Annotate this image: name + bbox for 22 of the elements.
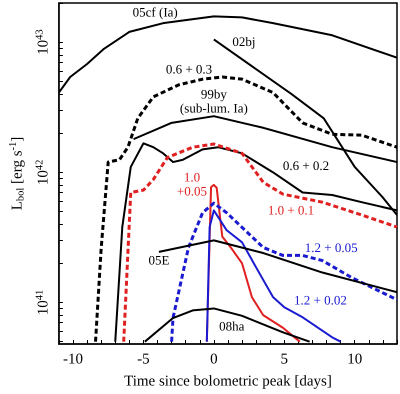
x-axis-title: Time since bolometric peak [days] [124, 374, 332, 390]
series-label: 1.2 + 0.02 [294, 292, 347, 308]
series-label: 05E [148, 252, 170, 268]
y-tick-label: 1042 [34, 160, 52, 186]
series-label: 08ha [219, 318, 245, 334]
x-tick-label: 10 [347, 352, 362, 368]
x-tick-label: -5 [137, 352, 150, 368]
series-label: 1.0 +0.05 [176, 170, 208, 199]
x-tick-label: -10 [62, 352, 83, 368]
y-tick-label: 1041 [34, 290, 52, 316]
series-label: 0.6 + 0.3 [166, 62, 212, 77]
series-label: 99by (sub-lum. Ia) [180, 86, 248, 116]
series-label: 1.0 + 0.1 [268, 202, 314, 218]
series-label: 1.2 + 0.05 [304, 240, 358, 255]
y-tick-label: 1043 [34, 29, 52, 55]
x-tick-label: 5 [280, 352, 288, 368]
series-label: 02bj [232, 34, 256, 50]
series-label: 0.6 + 0.2 [282, 158, 330, 173]
line-series [170, 202, 398, 344]
y-axis-title: Lbol [erg s-1] [8, 136, 26, 210]
series-label: 05cf (Ia) [132, 4, 178, 20]
x-tick-label: 0 [210, 352, 218, 368]
